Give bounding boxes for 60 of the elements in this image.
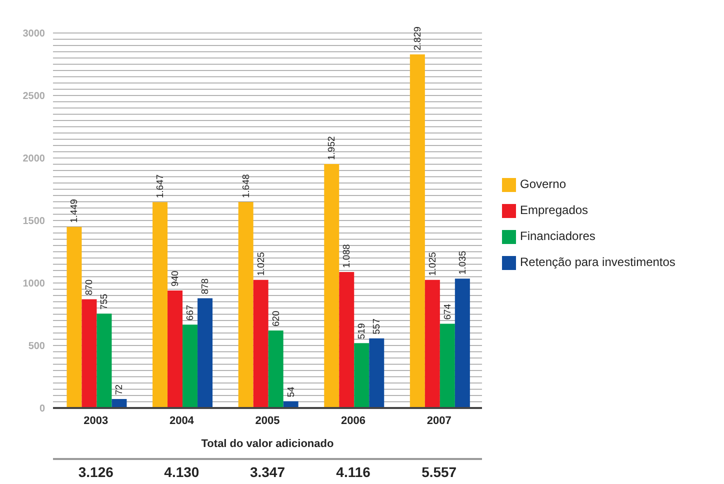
bar	[440, 324, 455, 408]
text: 3.126	[77, 464, 114, 480]
data-label: 1.025	[256, 252, 267, 276]
data-label: 878	[200, 278, 212, 294]
data-label: 940	[170, 270, 182, 286]
x-tick-label: 2003	[84, 414, 108, 427]
data-label: 674	[442, 304, 454, 320]
bar	[66, 226, 82, 408]
bar	[424, 280, 440, 408]
x-tick-label: 2004	[169, 414, 195, 427]
y-tick-label: 1000	[22, 278, 46, 290]
data-label: 1.088	[342, 244, 353, 268]
data-label: 1.035	[457, 250, 468, 275]
data-label: 1.952	[326, 136, 338, 160]
data-label: 1.648	[240, 174, 252, 198]
y-tick-label: 2000	[22, 154, 46, 165]
data-label: 519	[356, 323, 368, 340]
data-label: 755	[99, 294, 110, 310]
bar	[339, 272, 354, 408]
text: 5.557	[420, 464, 458, 480]
y-tick-label: 2500	[22, 91, 46, 102]
x-tick-label: 2006	[341, 414, 366, 427]
data-label: 620	[270, 310, 282, 326]
bar	[238, 202, 254, 408]
bar	[253, 280, 268, 408]
text: Total do valor adicionado	[200, 438, 335, 450]
text: 4.130	[163, 464, 200, 480]
data-label: 667	[185, 304, 196, 321]
legend-label: Empregados	[520, 203, 588, 217]
bar	[182, 324, 198, 408]
data-label: 1.647	[155, 174, 166, 198]
bar	[198, 298, 213, 408]
bar	[96, 314, 112, 408]
bar	[152, 202, 168, 408]
y-tick-label: 3000	[22, 28, 46, 40]
data-label: 54	[286, 386, 297, 398]
legend-label: Governo	[520, 177, 566, 191]
bar	[82, 299, 97, 408]
y-tick-label: 1500	[22, 216, 46, 228]
bar	[354, 343, 370, 408]
data-label: 1.025	[427, 252, 438, 276]
legend-label: Financiadores	[520, 229, 596, 243]
data-label: 2.829	[412, 26, 424, 50]
x-tick-label: 2007	[426, 414, 452, 427]
bar	[168, 290, 183, 408]
text: 3.347	[248, 464, 286, 480]
data-label: 870	[84, 279, 96, 296]
text: 4.116	[335, 464, 372, 480]
bar	[454, 278, 470, 408]
legend-label: Retenção para investimentos	[520, 255, 676, 269]
y-tick-label: 500	[28, 341, 46, 352]
data-label: 72	[114, 384, 126, 395]
data-label: 1.449	[69, 199, 80, 223]
bar	[369, 338, 384, 408]
bar	[410, 54, 425, 408]
bar	[268, 330, 284, 408]
y-tick-label: 0	[39, 404, 46, 415]
bar	[324, 164, 340, 408]
data-label: 557	[372, 318, 383, 334]
x-tick-label: 2005	[255, 414, 280, 427]
